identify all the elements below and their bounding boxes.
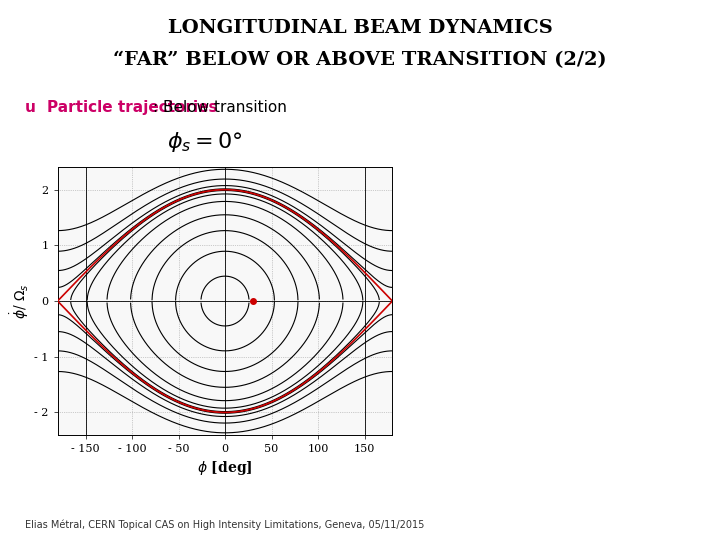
Y-axis label: $\dot{\phi}$/ $\Omega_s$: $\dot{\phi}$/ $\Omega_s$ — [9, 283, 32, 319]
X-axis label: $\phi$ [deg]: $\phi$ [deg] — [197, 460, 253, 477]
Text: u: u — [25, 100, 36, 115]
Text: Elias Métral, CERN Topical CAS on High Intensity Limitations, Geneva, 05/11/2015: Elias Métral, CERN Topical CAS on High I… — [25, 520, 425, 530]
Text: “FAR” BELOW OR ABOVE TRANSITION (2/2): “FAR” BELOW OR ABOVE TRANSITION (2/2) — [113, 51, 607, 69]
Text: : Below transition: : Below transition — [153, 100, 287, 115]
Text: $\phi_s = 0°$: $\phi_s = 0°$ — [167, 130, 243, 153]
Text: Particle trajectories: Particle trajectories — [47, 100, 217, 115]
Text: LONGITUDINAL BEAM DYNAMICS: LONGITUDINAL BEAM DYNAMICS — [168, 19, 552, 37]
